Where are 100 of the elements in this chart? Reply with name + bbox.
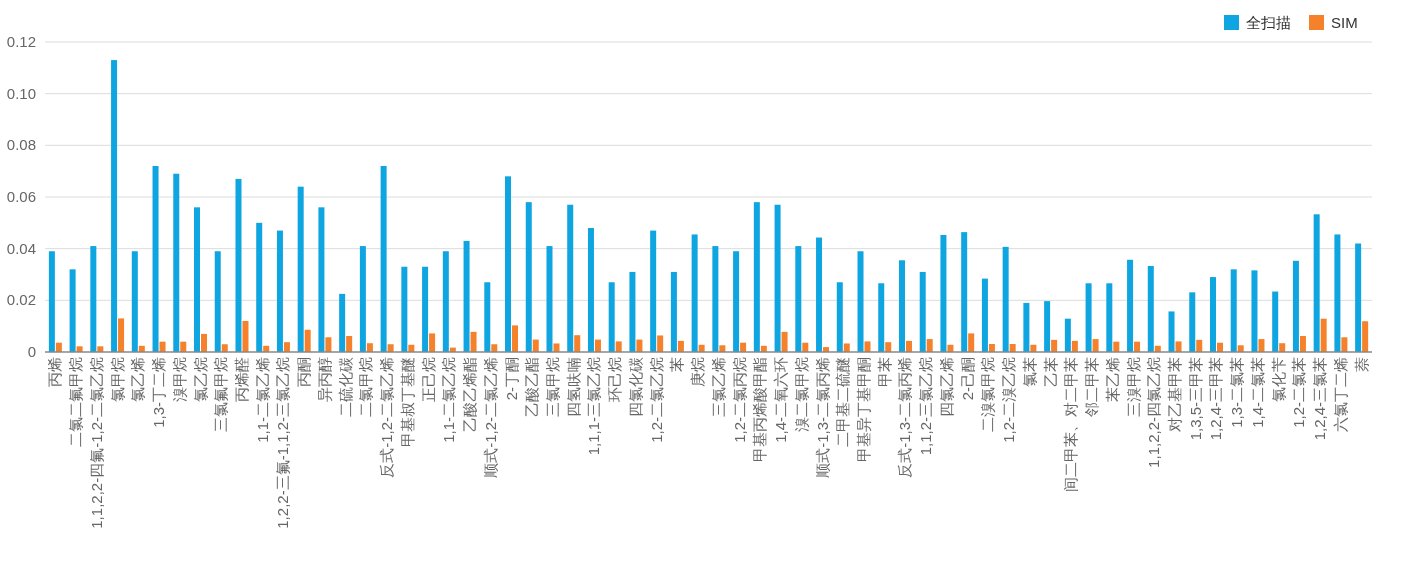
bar: [422, 266, 429, 352]
bar: [670, 271, 677, 352]
bar: [1251, 270, 1258, 352]
x-tick-label: 1,2,4-三氯苯: [1311, 357, 1329, 441]
x-tick-label: 1,2,4-三甲苯: [1207, 357, 1225, 441]
x-tick-label: 异丙醇: [315, 357, 333, 402]
x-tick-label: 反式-1,3-二氯丙烯: [896, 357, 914, 478]
x-tick-label: 2-丁酮: [502, 357, 520, 401]
bar: [1051, 339, 1058, 352]
x-tick-label: 氯乙烷: [191, 357, 209, 402]
bar: [1127, 259, 1134, 352]
bar: [981, 278, 988, 352]
bar: [470, 331, 477, 352]
bar: [753, 202, 760, 352]
bar: [574, 335, 581, 352]
x-tick-label: 氯乙烯: [129, 357, 147, 402]
x-tick-label: 二硫化碳: [336, 357, 354, 417]
x-tick-label: 1,1,1-三氯乙烷: [585, 357, 603, 456]
x-tick-label: 1,3-丁二烯: [150, 357, 168, 428]
bar: [1092, 339, 1099, 352]
bar: [1279, 343, 1286, 352]
bar: [878, 283, 885, 352]
y-tick-label: 0.04: [6, 239, 36, 257]
x-tick-label: 三溴甲烷: [1124, 357, 1142, 417]
bar: [1147, 265, 1154, 352]
x-tick-label: 1,2-二氯乙烷: [647, 357, 665, 443]
bar: [325, 337, 332, 352]
bar: [48, 251, 55, 352]
bar: [1313, 214, 1320, 352]
x-tick-label: 1,1,2,2-四氯乙烷: [1145, 357, 1163, 468]
bar: [1071, 340, 1078, 352]
bar: [816, 237, 823, 352]
bar: [242, 321, 249, 352]
bar: [1258, 339, 1265, 352]
y-tick-label: 0.12: [6, 33, 36, 50]
x-tick-label: 三氯乙烯: [709, 357, 727, 417]
x-tick-label: 1,3,5-三甲苯: [1186, 357, 1204, 441]
y-tick-label: 0.02: [6, 291, 36, 309]
y-tick-label: 0.08: [6, 136, 36, 154]
bar: [836, 282, 843, 352]
bar: [1085, 283, 1092, 352]
bar: [318, 207, 325, 352]
x-tick-label: 苯: [668, 357, 686, 372]
bar: [1299, 335, 1306, 352]
x-tick-label: 四氢呋喃: [564, 357, 582, 417]
x-tick-label: 环己烷: [606, 357, 624, 402]
x-tick-label: 二氯二氟甲烷: [67, 357, 85, 447]
x-tick-label: 1,2-二氯苯: [1290, 357, 1308, 428]
bar: [940, 234, 947, 352]
bar: [1320, 318, 1327, 352]
bar: [1044, 301, 1051, 352]
x-tick-label: 1,1,2-三氯乙烷: [917, 357, 935, 456]
x-tick-label: 溴二氯甲烷: [792, 357, 810, 432]
bar: [1272, 291, 1279, 352]
x-tick-label: 甲基叔丁基醚: [398, 357, 416, 447]
x-tick-label: 顺式-1,2-二氯乙烯: [481, 357, 499, 478]
bar: [968, 333, 975, 352]
bar: [463, 240, 470, 352]
bar: [885, 342, 892, 352]
bar: [567, 204, 574, 352]
bar: [380, 166, 387, 352]
x-tick-label: 三氯氟甲烷: [212, 357, 230, 432]
bar: [546, 246, 553, 352]
bar: [366, 343, 373, 352]
bar: [843, 343, 850, 352]
bar: [90, 246, 97, 352]
bar: [1023, 302, 1030, 352]
y-tick-label: 0.10: [6, 84, 36, 102]
x-tick-label: 对乙基甲苯: [1166, 357, 1184, 432]
x-tick-label: 间二甲苯、对二甲苯: [1062, 357, 1080, 492]
x-tick-label: 甲基丙烯酸甲酯: [751, 357, 769, 462]
bar: [214, 251, 221, 352]
bar: [131, 251, 138, 352]
bar: [1175, 341, 1182, 352]
x-tick-label: 萘: [1352, 357, 1370, 372]
bar: [733, 251, 740, 352]
bar: [283, 342, 290, 352]
bar: [339, 293, 346, 352]
x-tick-label: 氯甲烷: [108, 357, 126, 402]
x-tick-label: 乙苯: [1041, 357, 1059, 387]
x-tick-label: 乙酸乙酯: [523, 357, 541, 417]
bar: [1106, 283, 1113, 352]
bar: [401, 266, 408, 352]
bar: [919, 271, 926, 352]
bar: [118, 318, 125, 352]
x-tick-label: 1,2-二氯丙烷: [730, 357, 748, 443]
x-tick-label: 1,4-二氧六环: [772, 357, 790, 443]
bar: [1209, 277, 1216, 352]
x-tick-label: 1,2-二溴乙烷: [1000, 357, 1018, 443]
bar: [1362, 321, 1369, 352]
bar: [1237, 345, 1244, 352]
bar: [1196, 339, 1203, 352]
y-tick-label: 0.06: [6, 188, 36, 205]
x-tick-label: 反式-1,2-二氯乙烯: [378, 357, 396, 478]
bar: [898, 260, 905, 352]
bar: [1341, 337, 1348, 352]
x-tick-label: 1,2,2-三氟-1,1,2-三氯乙烷: [274, 357, 292, 529]
bar: [1230, 269, 1237, 352]
bar: [429, 333, 436, 352]
x-tick-label: 二溴氯甲烷: [979, 357, 997, 432]
